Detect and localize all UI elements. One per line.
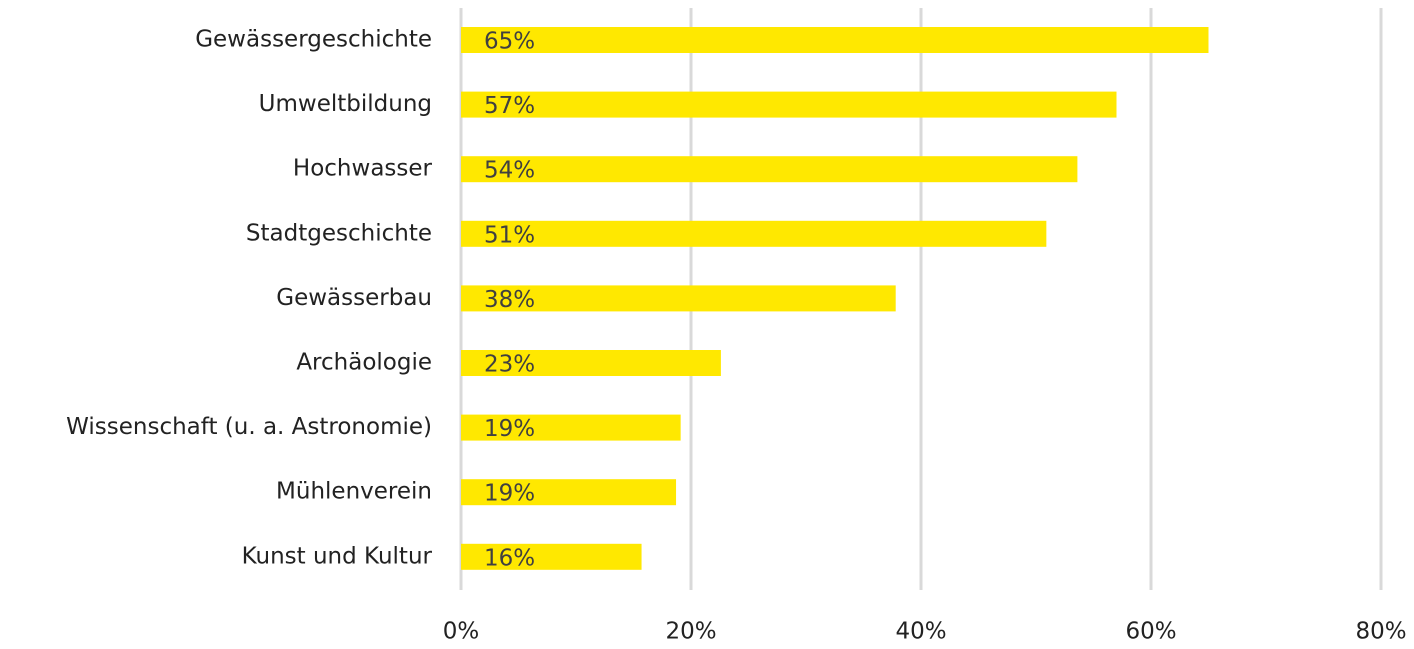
data-label: 19% [484,481,535,507]
y-tick-label: Archäologie [296,350,432,376]
x-tick-label: 0% [443,619,480,645]
data-label: 51% [484,222,535,248]
data-label: 19% [484,416,535,442]
y-tick-label: Kunst und Kultur [242,543,433,569]
data-label: 16% [484,545,535,571]
data-label: 54% [484,158,535,184]
bar [461,543,642,570]
y-tick-label: Hochwasser [293,156,433,182]
data-label: 57% [484,93,535,119]
data-label: 23% [484,352,535,378]
x-tick-label: 20% [665,619,716,645]
x-tick-label: 40% [895,619,946,645]
bar [461,350,721,376]
y-tick-label: Mühlenverein [276,479,432,505]
bar [461,27,1209,53]
y-tick-label: Stadtgeschichte [246,220,432,246]
bar [461,285,896,312]
bar [461,91,1117,118]
y-tick-label: Umweltbildung [259,91,432,117]
y-tick-label: Gewässerbau [276,285,432,311]
x-tick-label: 80% [1355,619,1406,645]
x-tick-label: 60% [1125,619,1176,645]
data-label: 38% [484,287,535,313]
bar [461,220,1047,247]
y-tick-label: Wissenschaft (u. a. Astronomie) [66,414,432,440]
y-tick-label: Gewässergeschichte [195,27,432,53]
bar [461,479,677,506]
data-label: 65% [484,29,535,55]
bar [461,156,1078,183]
bar [461,414,681,441]
